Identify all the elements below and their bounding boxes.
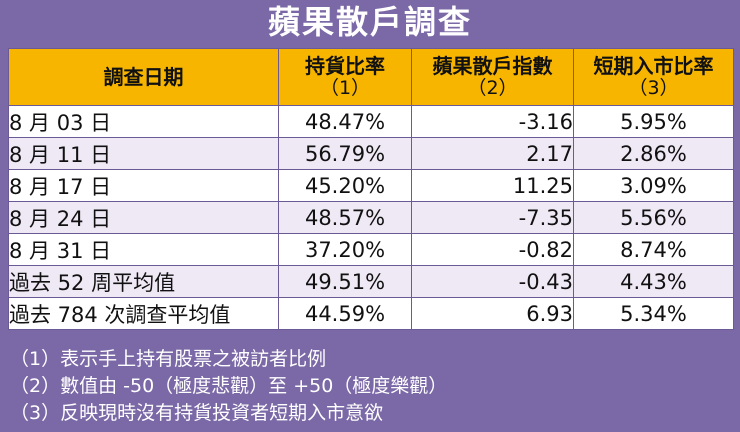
row-holding: 48.47% <box>278 105 412 138</box>
table-header-row: 調查日期 持貨比率 （1） 蘋果散戶指數 （2） 短期入市比率 （3） <box>8 48 734 106</box>
row-index: -7.35 <box>411 201 574 234</box>
row-entry: 5.34% <box>573 297 734 330</box>
row-index: -3.16 <box>411 105 574 138</box>
row-index: 6.93 <box>411 297 574 330</box>
footnote-2: （2）數值由 -50（極度悲觀）至 +50（極度樂觀） <box>10 375 448 397</box>
row-index: -0.82 <box>411 233 574 266</box>
row-date: 8 月 24 日 <box>8 201 279 234</box>
row-date: 8 月 11 日 <box>8 137 279 170</box>
header-entry-note: （3） <box>628 77 679 99</box>
row-date: 過去 52 周平均值 <box>8 265 279 298</box>
row-index: 2.17 <box>411 137 574 170</box>
survey-table: 調查日期 持貨比率 （1） 蘋果散戶指數 （2） 短期入市比率 （3） 8 月 … <box>8 48 734 330</box>
row-index: 11.25 <box>411 169 574 202</box>
table-row: 8 月 17 日 45.20% 11.25 3.09% <box>8 169 734 202</box>
header-holding-ratio: 持貨比率 （1） <box>278 48 412 106</box>
header-index-note: （2） <box>467 77 518 99</box>
table-row: 過去 784 次調查平均值 44.59% 6.93 5.34% <box>8 297 734 330</box>
table-row: 過去 52 周平均值 49.51% -0.43 4.43% <box>8 265 734 298</box>
row-entry: 8.74% <box>573 233 734 266</box>
row-holding: 45.20% <box>278 169 412 202</box>
header-date-label: 調查日期 <box>103 65 184 89</box>
row-entry: 5.95% <box>573 105 734 138</box>
row-date: 8 月 31 日 <box>8 233 279 266</box>
header-entry-ratio: 短期入市比率 （3） <box>573 48 734 106</box>
table-row: 8 月 03 日 48.47% -3.16 5.95% <box>8 105 734 138</box>
table-row: 8 月 31 日 37.20% -0.82 8.74% <box>8 233 734 266</box>
row-entry: 4.43% <box>573 265 734 298</box>
row-date: 8 月 03 日 <box>8 105 279 138</box>
header-holding-note: （1） <box>319 77 371 99</box>
row-holding: 49.51% <box>278 265 412 298</box>
header-retail-index: 蘋果散戶指數 （2） <box>411 48 574 106</box>
table-row: 8 月 11 日 56.79% 2.17 2.86% <box>8 137 734 170</box>
header-date: 調查日期 <box>8 48 279 106</box>
page-title: 蘋果散戶調查 <box>267 3 472 41</box>
row-date: 過去 784 次調查平均值 <box>8 297 279 330</box>
header-entry-label: 短期入市比率 <box>593 54 714 78</box>
table-row: 8 月 24 日 48.57% -7.35 5.56% <box>8 201 734 234</box>
row-holding: 44.59% <box>278 297 412 330</box>
footnote-3: （3）反映現時沒有持貨投資者短期入市意欲 <box>10 402 384 424</box>
row-index: -0.43 <box>411 265 574 298</box>
row-holding: 56.79% <box>278 137 412 170</box>
row-date: 8 月 17 日 <box>8 169 279 202</box>
footnote-1: （1）表示手上持有股票之被訪者比例 <box>10 348 327 370</box>
footnotes: （1）表示手上持有股票之被訪者比例 （2）數值由 -50（極度悲觀）至 +50（… <box>10 346 730 427</box>
row-holding: 37.20% <box>278 233 412 266</box>
row-holding: 48.57% <box>278 201 412 234</box>
header-holding-label: 持貨比率 <box>305 54 385 78</box>
header-index-label: 蘋果散戶指數 <box>432 54 553 78</box>
row-entry: 3.09% <box>573 169 734 202</box>
row-entry: 2.86% <box>573 137 734 170</box>
row-entry: 5.56% <box>573 201 734 234</box>
